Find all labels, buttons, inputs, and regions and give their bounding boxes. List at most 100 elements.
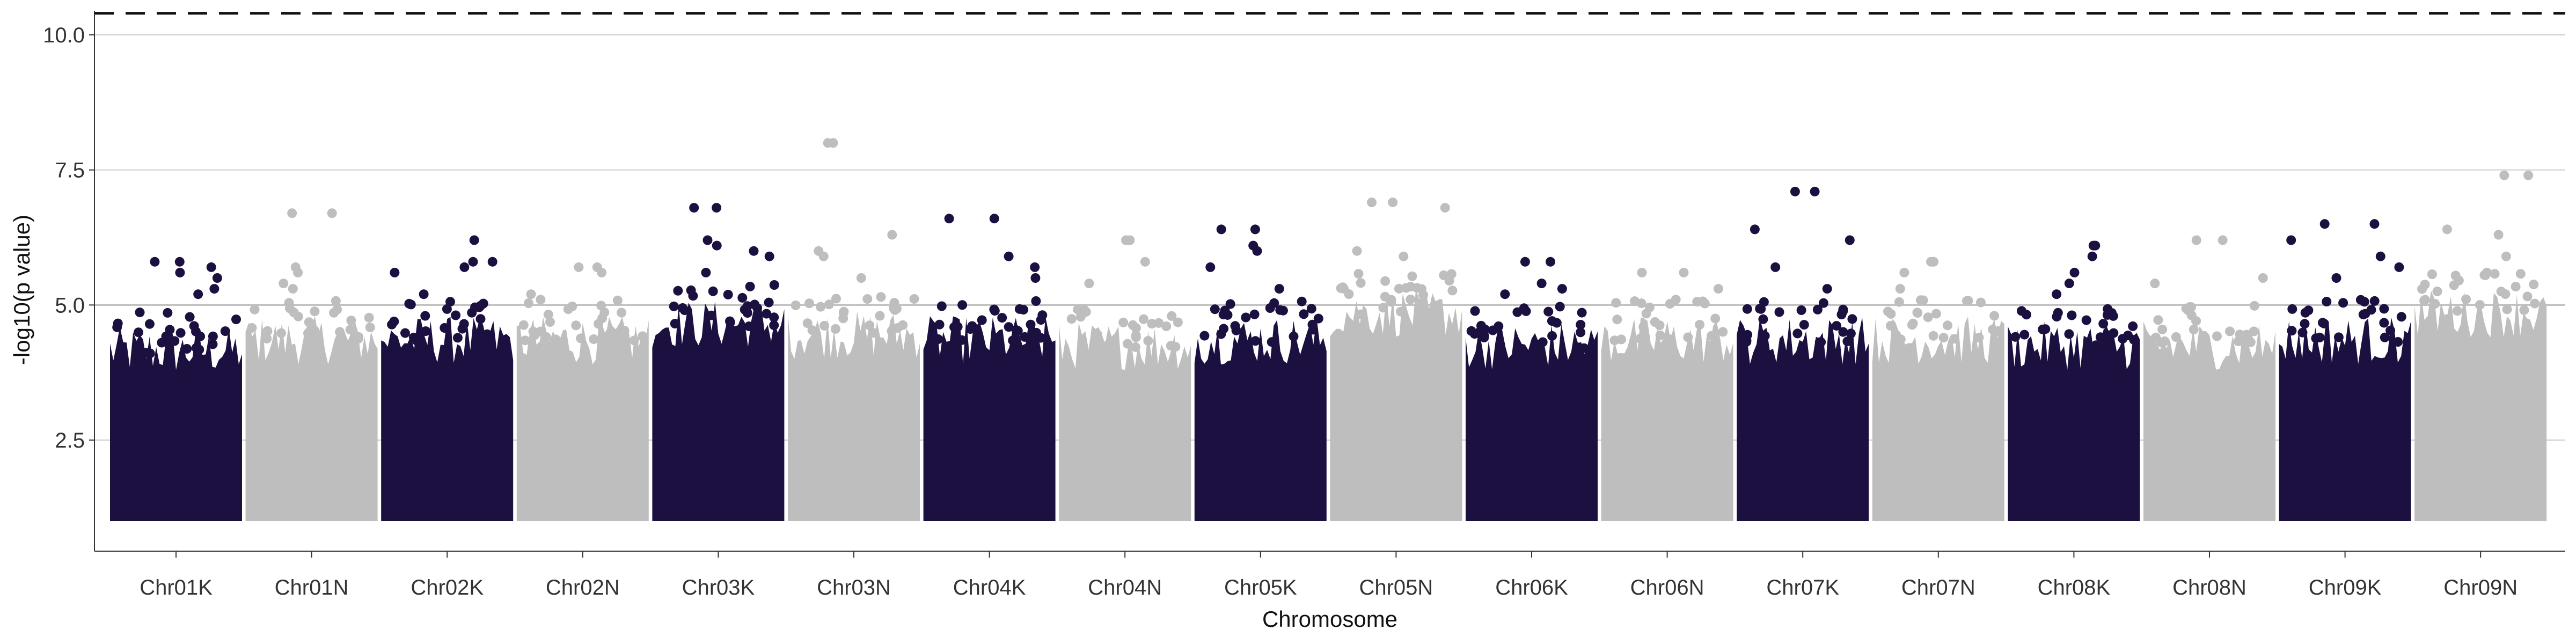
- band-Chr05K: [1194, 318, 1327, 521]
- point-Chr01K: [185, 312, 195, 322]
- point-Chr03N: [889, 303, 899, 313]
- point-Chr05N: [1412, 283, 1422, 293]
- point-Chr07K: [1758, 314, 1768, 324]
- point-Chr06N: [1718, 327, 1728, 337]
- point-Chr01K: [175, 267, 185, 277]
- snp-points: [112, 138, 2540, 358]
- band-Chr07K: [1737, 317, 1869, 521]
- point-Chr03N: [909, 294, 919, 304]
- point-Chr07K: [1847, 314, 1857, 324]
- point-Chr08K: [2067, 310, 2077, 320]
- point-Chr04K: [1030, 273, 1041, 283]
- point-Chr04N: [1101, 341, 1111, 351]
- point-Chr09K: [2303, 305, 2314, 316]
- point-Chr04K: [1020, 332, 1030, 342]
- point-Chr05K: [1252, 246, 1262, 256]
- point-Chr09N: [2432, 287, 2442, 296]
- point-Chr08N: [2189, 325, 2199, 334]
- x-tick-label: Chr04K: [953, 576, 1026, 599]
- point-Chr06K: [1547, 316, 1557, 326]
- point-Chr02N: [530, 330, 540, 340]
- point-Chr02N: [571, 320, 581, 331]
- x-tick-label: Chr03N: [817, 576, 891, 599]
- point-Chr04K: [1030, 262, 1040, 272]
- point-Chr07N: [1886, 309, 1896, 319]
- point-Chr05N: [1356, 309, 1366, 319]
- y-tick-label: 2.5: [55, 429, 85, 452]
- point-Chr08N: [2191, 316, 2201, 326]
- point-Chr01K: [135, 308, 145, 318]
- x-tick-label: Chr09N: [2443, 576, 2518, 599]
- band-Chr08K: [2008, 321, 2140, 521]
- point-Chr05N: [1396, 306, 1406, 317]
- point-Chr09N: [2461, 294, 2471, 304]
- point-Chr07N: [1928, 331, 1938, 341]
- point-Chr06K: [1543, 306, 1554, 317]
- point-Chr09N: [2420, 295, 2430, 305]
- point-Chr09N: [2480, 270, 2491, 280]
- point-Chr02N: [543, 310, 553, 320]
- x-tick-label: Chr05N: [1359, 576, 1433, 599]
- point-Chr06K: [1470, 306, 1480, 316]
- point-Chr06K: [1547, 331, 1557, 341]
- point-Chr06K: [1474, 327, 1484, 337]
- point-Chr01N: [284, 298, 294, 308]
- point-Chr01K: [193, 289, 203, 299]
- point-Chr05N: [1399, 251, 1409, 261]
- point-Chr04K: [997, 313, 1007, 323]
- point-Chr05K: [1241, 312, 1251, 323]
- point-Chr06N: [1695, 319, 1705, 330]
- point-Chr06K: [1520, 257, 1530, 267]
- point-Chr01K: [220, 326, 230, 336]
- point-Chr02N: [536, 295, 546, 305]
- point-Chr05N: [1440, 203, 1450, 213]
- point-Chr07K: [1770, 262, 1781, 272]
- point-Chr09K: [2394, 262, 2404, 272]
- point-Chr02N: [612, 295, 623, 305]
- point-Chr09K: [2355, 295, 2366, 305]
- point-Chr07N: [1949, 334, 1959, 344]
- point-Chr07N: [1943, 320, 1952, 331]
- point-Chr08N: [2151, 332, 2161, 342]
- point-Chr04K: [1019, 305, 1029, 315]
- band-Chr03N: [788, 311, 920, 521]
- point-Chr01K: [182, 344, 192, 354]
- point-Chr02K: [474, 302, 485, 312]
- point-Chr01K: [231, 314, 241, 325]
- point-Chr01K: [165, 325, 175, 335]
- point-Chr08K: [2098, 319, 2109, 329]
- point-Chr09K: [2338, 298, 2348, 308]
- chromosome-bands: [110, 289, 2547, 521]
- point-Chr03K: [745, 281, 755, 291]
- reference-lines: [94, 12, 2565, 306]
- point-Chr01K: [144, 319, 155, 329]
- point-Chr07K: [1799, 320, 1809, 330]
- point-Chr03N: [814, 246, 824, 256]
- y-ticks: 2.5 5.0 7.5 10.0: [43, 24, 94, 452]
- point-Chr09N: [2417, 284, 2427, 294]
- point-Chr01N: [345, 325, 355, 335]
- point-Chr07K: [1750, 224, 1760, 235]
- point-Chr04K: [957, 335, 967, 345]
- point-Chr03N: [838, 313, 848, 324]
- point-Chr05K: [1225, 299, 1235, 309]
- point-Chr03N: [824, 299, 834, 310]
- point-Chr06N: [1713, 284, 1723, 294]
- point-Chr01K: [209, 284, 219, 294]
- point-Chr06K: [1495, 339, 1505, 349]
- point-Chr06N: [1665, 299, 1675, 309]
- point-Chr09K: [2287, 326, 2297, 336]
- point-Chr07K: [1796, 305, 1806, 315]
- point-Chr02N: [567, 301, 577, 311]
- point-Chr05K: [1299, 309, 1309, 319]
- point-Chr09N: [2452, 306, 2462, 316]
- point-Chr07N: [1886, 321, 1896, 331]
- point-Chr01N: [279, 279, 289, 289]
- x-tick-label: Chr03K: [682, 576, 755, 599]
- point-Chr08K: [2123, 331, 2133, 341]
- point-Chr04K: [1031, 296, 1041, 306]
- point-Chr03K: [669, 301, 679, 311]
- point-Chr03K: [723, 289, 733, 299]
- point-Chr07K: [1810, 186, 1820, 196]
